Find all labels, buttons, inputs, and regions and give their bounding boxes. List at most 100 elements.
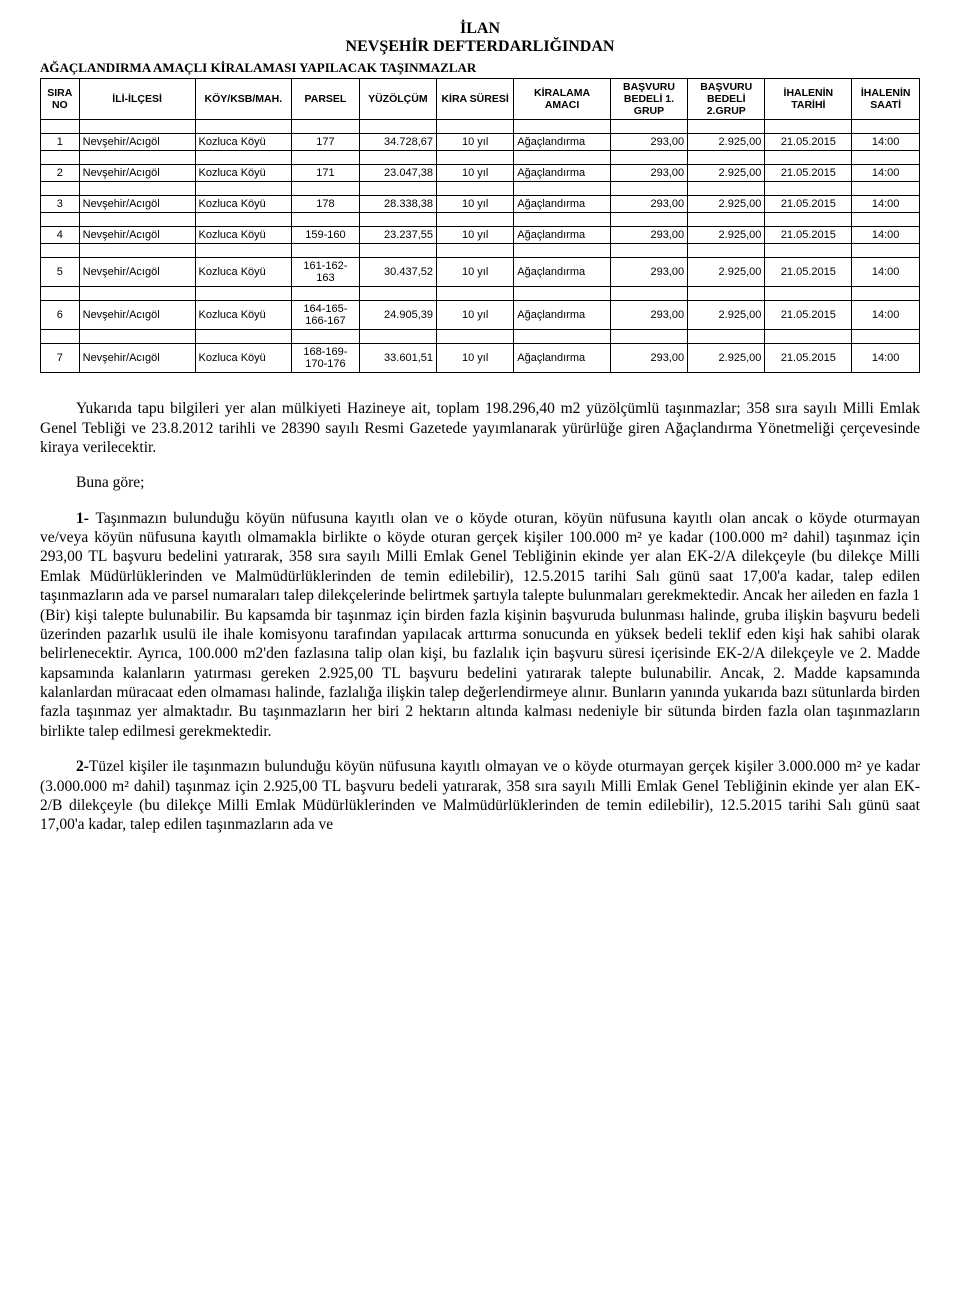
cell-amac: Ağaçlandırma [514,134,611,151]
cell-tarih: 21.05.2015 [765,196,852,213]
body-text: Yukarıda tapu bilgileri yer alan mülkiye… [40,399,920,835]
cell-koy: Kozluca Köyü [195,301,292,330]
cell-amac: Ağaçlandırma [514,258,611,287]
col-header: KİRALAMA AMACI [514,79,611,120]
cell-parsel: 171 [292,165,360,182]
cell-b2: 2.925,00 [688,134,765,151]
spacer-row [41,287,920,301]
cell-b1: 293,00 [610,301,687,330]
spacer-row [41,120,920,134]
paragraph-3: 1- Taşınmazın bulunduğu köyün nüfusuna k… [40,509,920,742]
cell-b2: 2.925,00 [688,344,765,373]
spacer-row [41,213,920,227]
cell-b2: 2.925,00 [688,165,765,182]
col-header: YÜZÖLÇÜM [359,79,436,120]
cell-amac: Ağaçlandırma [514,227,611,244]
cell-sure: 10 yıl [436,134,513,151]
cell-yuz: 34.728,67 [359,134,436,151]
table-row: 5Nevşehir/AcıgölKozluca Köyü161-162-1633… [41,258,920,287]
cell-no: 1 [41,134,80,151]
table-row: 6Nevşehir/AcıgölKozluca Köyü164-165-166-… [41,301,920,330]
table-row: 7Nevşehir/AcıgölKozluca Köyü168-169-170-… [41,344,920,373]
cell-b2: 2.925,00 [688,258,765,287]
cell-tarih: 21.05.2015 [765,134,852,151]
paragraph-1: Yukarıda tapu bilgileri yer alan mülkiye… [40,399,920,457]
cell-no: 5 [41,258,80,287]
cell-b1: 293,00 [610,196,687,213]
cell-amac: Ağaçlandırma [514,344,611,373]
paragraph-2: Buna göre; [40,473,920,492]
cell-saat: 14:00 [852,258,920,287]
spacer-row [41,244,920,258]
cell-parsel: 168-169-170-176 [292,344,360,373]
para-4-body: Tüzel kişiler ile taşınmazın bulunduğu k… [40,758,920,833]
table-row: 2Nevşehir/AcıgölKozluca Köyü17123.047,38… [41,165,920,182]
cell-il: Nevşehir/Acıgöl [79,165,195,182]
cell-yuz: 23.047,38 [359,165,436,182]
col-header: BAŞVURU BEDELİ 1. GRUP [610,79,687,120]
cell-b1: 293,00 [610,134,687,151]
subtitle: AĞAÇLANDIRMA AMAÇLI KİRALAMASI YAPILACAK… [40,60,920,76]
cell-saat: 14:00 [852,134,920,151]
cell-koy: Kozluca Köyü [195,344,292,373]
cell-tarih: 21.05.2015 [765,165,852,182]
cell-saat: 14:00 [852,196,920,213]
cell-koy: Kozluca Köyü [195,165,292,182]
cell-yuz: 24.905,39 [359,301,436,330]
cell-koy: Kozluca Köyü [195,227,292,244]
cell-b2: 2.925,00 [688,227,765,244]
para-3-body: Taşınmazın bulunduğu köyün nüfusuna kayı… [40,510,920,740]
cell-koy: Kozluca Köyü [195,134,292,151]
cell-sure: 10 yıl [436,165,513,182]
cell-il: Nevşehir/Acıgöl [79,134,195,151]
cell-parsel: 159-160 [292,227,360,244]
cell-il: Nevşehir/Acıgöl [79,258,195,287]
cell-amac: Ağaçlandırma [514,301,611,330]
cell-saat: 14:00 [852,344,920,373]
cell-b2: 2.925,00 [688,196,765,213]
cell-il: Nevşehir/Acıgöl [79,301,195,330]
title-line-2: NEVŞEHİR DEFTERDARLIĞINDAN [40,38,920,56]
cell-saat: 14:00 [852,165,920,182]
col-header: İLİ-İLÇESİ [79,79,195,120]
cell-no: 3 [41,196,80,213]
cell-koy: Kozluca Köyü [195,196,292,213]
table-row: 3Nevşehir/AcıgölKozluca Köyü17828.338,38… [41,196,920,213]
cell-parsel: 178 [292,196,360,213]
cell-b1: 293,00 [610,165,687,182]
cell-tarih: 21.05.2015 [765,344,852,373]
table-row: 4Nevşehir/AcıgölKozluca Köyü159-16023.23… [41,227,920,244]
cell-tarih: 21.05.2015 [765,258,852,287]
cell-yuz: 30.437,52 [359,258,436,287]
col-header: İHALENİN TARİHİ [765,79,852,120]
cell-sure: 10 yıl [436,196,513,213]
cell-tarih: 21.05.2015 [765,227,852,244]
cell-b1: 293,00 [610,344,687,373]
col-header: İHALENİN SAATİ [852,79,920,120]
table-header-row: SIRA NOİLİ-İLÇESİKÖY/KSB/MAH.PARSELYÜZÖL… [41,79,920,120]
spacer-row [41,182,920,196]
title-line-1: İLAN [40,20,920,38]
cell-yuz: 28.338,38 [359,196,436,213]
spacer-row [41,330,920,344]
cell-koy: Kozluca Köyü [195,258,292,287]
cell-b1: 293,00 [610,227,687,244]
cell-b1: 293,00 [610,258,687,287]
cell-no: 2 [41,165,80,182]
cell-yuz: 23.237,55 [359,227,436,244]
cell-il: Nevşehir/Acıgöl [79,196,195,213]
cell-il: Nevşehir/Acıgöl [79,344,195,373]
cell-no: 4 [41,227,80,244]
cell-yuz: 33.601,51 [359,344,436,373]
col-header: BAŞVURU BEDELİ 2.GRUP [688,79,765,120]
col-header: SIRA NO [41,79,80,120]
cell-saat: 14:00 [852,227,920,244]
cell-il: Nevşehir/Acıgöl [79,227,195,244]
cell-no: 7 [41,344,80,373]
para-4-lead: 2- [76,758,89,775]
cell-tarih: 21.05.2015 [765,301,852,330]
cell-amac: Ağaçlandırma [514,196,611,213]
col-header: PARSEL [292,79,360,120]
table-row: 1Nevşehir/AcıgölKozluca Köyü17734.728,67… [41,134,920,151]
cell-parsel: 177 [292,134,360,151]
